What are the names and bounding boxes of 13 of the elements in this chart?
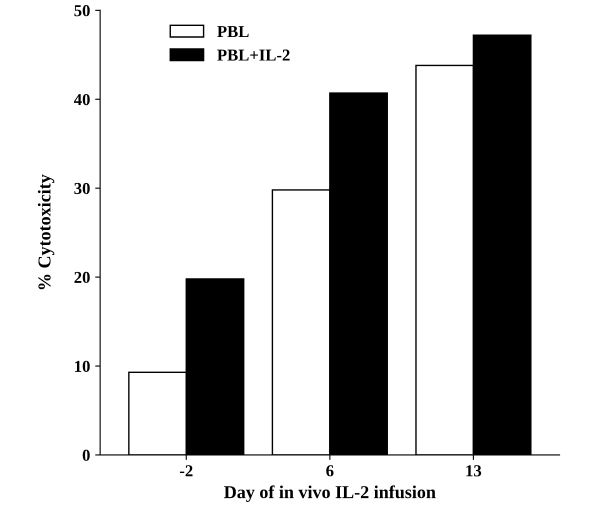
- y-tick-label: 20: [74, 272, 90, 284]
- x-tick-label: -2: [180, 465, 192, 476]
- legend-label: PBL+IL-2: [217, 50, 290, 61]
- y-tick-label: 30: [74, 182, 90, 194]
- y-tick-label: 10: [75, 360, 90, 372]
- x-tick-label: 13: [466, 465, 482, 476]
- y-tick-label: 50: [74, 5, 90, 16]
- y-tick-label: 40: [74, 94, 90, 106]
- legend-label: PBL: [217, 26, 249, 38]
- y-axis-title: % Cytotoxicity: [38, 174, 54, 290]
- y-tick-label: 0: [82, 450, 90, 461]
- x-tick-label: 6: [326, 465, 334, 476]
- x-axis-title: Day of in vivo IL-2 infusion: [224, 485, 436, 502]
